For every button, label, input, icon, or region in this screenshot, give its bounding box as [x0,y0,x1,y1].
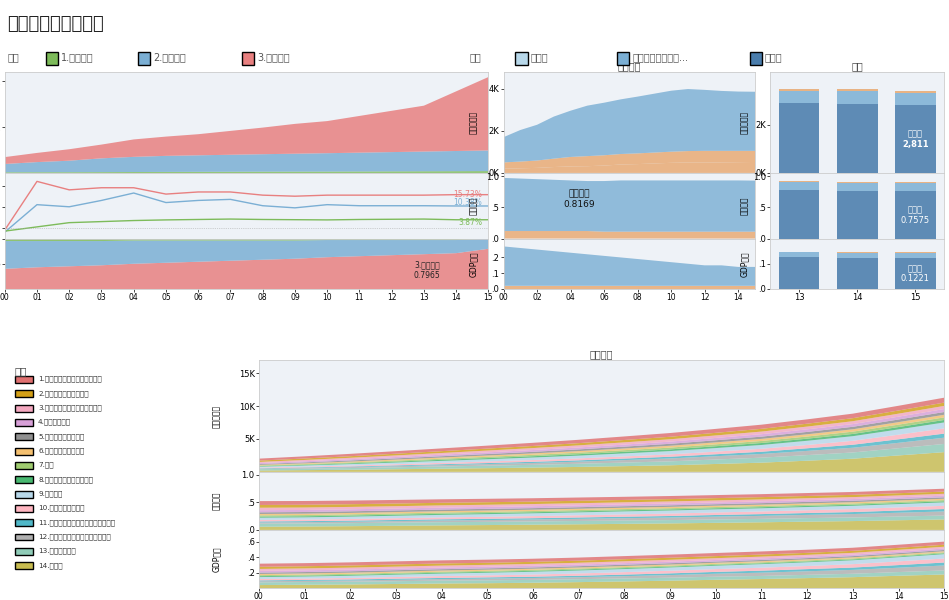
FancyBboxPatch shape [14,505,33,512]
Title: 第二产业: 第二产业 [618,61,641,71]
Text: 3.第三产业
0.7965: 3.第三产业 0.7965 [413,260,440,280]
Bar [837,104,878,173]
Bar [837,89,878,91]
Bar [779,251,820,253]
Bar [895,182,936,183]
Bar [895,183,936,191]
Y-axis label: 行业占比: 行业占比 [213,491,221,510]
Bar [895,106,936,173]
Text: 5.文化、体育与娱乐业: 5.文化、体育与娱乐业 [38,433,84,440]
FancyBboxPatch shape [14,476,33,483]
Bar [895,252,936,253]
Text: 制造业
0.7575: 制造业 0.7575 [901,205,930,224]
Text: 3.卫生、社会保障和社会福利业: 3.卫生、社会保障和社会福利业 [38,404,102,411]
Text: 15.73%: 15.73% [453,190,482,199]
Bar [779,103,820,173]
Text: 北京产业结构及发展: 北京产业结构及发展 [8,15,104,33]
FancyBboxPatch shape [14,491,33,497]
Text: 制造业: 制造业 [765,52,783,62]
Bar [779,89,820,91]
FancyBboxPatch shape [14,376,33,383]
Bar [779,257,820,289]
Y-axis label: GDP占比: GDP占比 [470,251,478,277]
Text: 13.批发与零售业: 13.批发与零售业 [38,548,76,554]
FancyBboxPatch shape [14,405,33,412]
Text: 9.房地产业: 9.房地产业 [38,490,63,497]
Bar [837,91,878,104]
FancyBboxPatch shape [14,433,33,440]
Text: 行业: 行业 [470,52,481,62]
Text: 3.87%: 3.87% [458,218,482,227]
Bar [895,253,936,258]
Text: 行业: 行业 [14,366,28,376]
FancyBboxPatch shape [14,548,33,555]
Bar [779,253,820,257]
Y-axis label: 行业占比: 行业占比 [740,196,750,215]
Bar [895,91,936,92]
Text: 1.水利、环境和公共设施管理业: 1.水利、环境和公共设施管理业 [38,376,102,382]
Bar [837,182,878,183]
FancyBboxPatch shape [14,533,33,541]
Bar [837,253,878,258]
Y-axis label: 行业占比: 行业占比 [470,196,478,215]
Bar [779,190,820,239]
Text: 7.教育: 7.教育 [38,461,54,469]
Text: 4.住宿和餐饮业: 4.住宿和餐饮业 [38,419,71,425]
Bar [837,252,878,253]
Y-axis label: GDP占比: GDP占比 [740,251,750,277]
FancyBboxPatch shape [14,462,33,469]
Y-axis label: GDP占比: GDP占比 [213,546,221,572]
Text: 制造业
2,811: 制造业 2,811 [902,130,928,149]
Bar [895,92,936,106]
Text: 工业总和
0.8169: 工业总和 0.8169 [563,190,595,209]
Bar [895,258,936,289]
Y-axis label: 值（亿元）: 值（亿元） [740,111,750,134]
Bar [779,182,820,190]
Text: 10.38%: 10.38% [454,199,482,208]
Text: 2.第二产业: 2.第二产业 [153,52,186,62]
Title: 工业: 工业 [851,61,863,71]
Text: 6.公共管理与社会组织: 6.公共管理与社会组织 [38,448,84,454]
FancyBboxPatch shape [14,520,33,526]
Y-axis label: 值（亿元）: 值（亿元） [213,404,221,428]
Text: 产业: 产业 [8,52,19,62]
Bar [779,181,820,182]
FancyBboxPatch shape [14,562,33,569]
FancyBboxPatch shape [14,419,33,426]
Bar [895,191,936,239]
Title: 第三产业: 第三产业 [590,349,613,359]
Text: 采矿业: 采矿业 [530,52,549,62]
Bar [837,183,878,191]
Text: 11.科学研究、技术服务与地质勘查业: 11.科学研究、技术服务与地质勘查业 [38,519,115,526]
Y-axis label: 值（亿元）: 值（亿元） [470,111,478,134]
Bar [779,91,820,103]
Text: 制造业
0.1221: 制造业 0.1221 [901,264,930,283]
Text: 1.第一产业: 1.第一产业 [61,52,93,62]
Text: 14.金融业: 14.金融业 [38,562,63,569]
Text: 电力、热力、燃气...: 电力、热力、燃气... [632,52,688,62]
Text: 10.租赁和商务服务业: 10.租赁和商务服务业 [38,505,84,511]
Text: 12.信息传输、计算机服务和软件业: 12.信息传输、计算机服务和软件业 [38,533,111,540]
FancyBboxPatch shape [14,448,33,455]
FancyBboxPatch shape [14,391,33,397]
Bar [837,191,878,239]
Text: 2.居民服务和其他服务业: 2.居民服务和其他服务业 [38,390,88,397]
Text: 8.交通运输、仓储和邮政业: 8.交通运输、仓储和邮政业 [38,476,93,482]
Bar [837,258,878,289]
Text: 3.第三产业: 3.第三产业 [257,52,289,62]
